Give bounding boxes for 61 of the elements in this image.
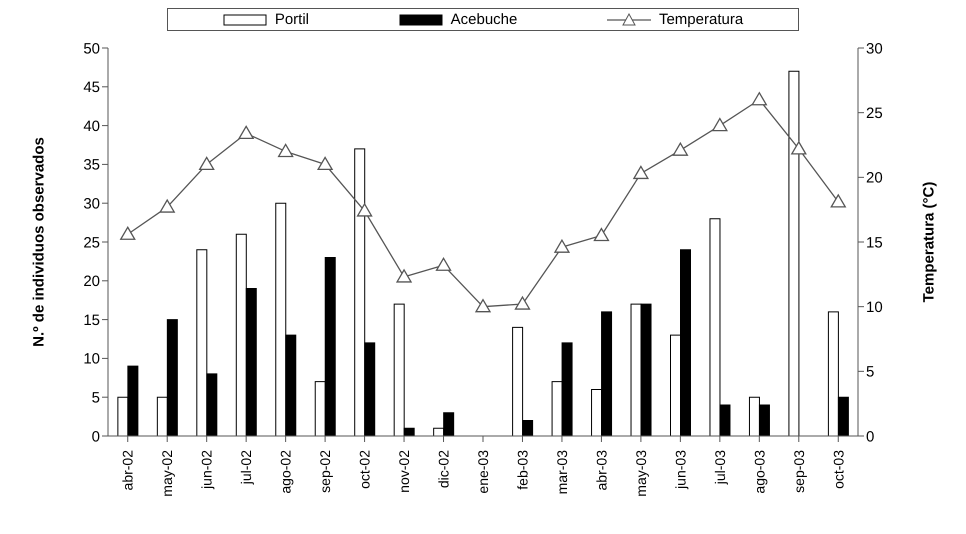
x-tick-label: abr-03 [593, 450, 610, 490]
x-tick-label: feb-03 [514, 450, 530, 490]
point [672, 142, 688, 156]
x-tick-label: ago-02 [278, 450, 294, 494]
point [238, 126, 254, 140]
point [712, 118, 728, 132]
y-tick-label: 20 [83, 273, 100, 290]
y-tick-label: 50 [83, 40, 100, 58]
y2-tick-label: 10 [866, 298, 883, 316]
point [633, 166, 649, 180]
point [554, 240, 570, 253]
y-tick-label: 5 [92, 390, 100, 407]
x-tick-label: mar-03 [554, 450, 570, 494]
legend-label: Acebuche [450, 11, 518, 28]
legend-label: Temperatura [658, 11, 744, 28]
point [830, 194, 846, 208]
x-tick-label: abr-02 [120, 450, 136, 490]
x-tick-label: may-02 [159, 450, 176, 497]
y-axis-title: N.º de individuos observados [30, 137, 48, 347]
point [120, 226, 136, 240]
x-tick-label: sep-03 [790, 450, 807, 493]
x-tick-label: jun-02 [198, 450, 215, 490]
y2-tick-label: 0 [866, 428, 874, 446]
x-tick-label: dic-02 [436, 450, 452, 488]
x-tick-label: jun-03 [672, 450, 688, 490]
y2-tick-label: 25 [866, 104, 883, 122]
x-tick-label: oct-02 [356, 450, 373, 489]
legend-label: Portil [274, 11, 309, 28]
point [514, 296, 530, 310]
y-tick-label: 30 [83, 196, 100, 213]
y-tick-label: 0 [92, 428, 100, 446]
point [317, 156, 333, 170]
point [396, 269, 412, 283]
y2-tick-label: 5 [866, 364, 874, 381]
point [436, 258, 452, 271]
y-tick-label: 45 [83, 79, 100, 96]
x-tick-label: nov-02 [396, 450, 412, 493]
y-tick-label: 15 [83, 312, 100, 329]
point [752, 92, 767, 106]
x-tick-label: ene-03 [475, 450, 491, 494]
y2-tick-label: 30 [866, 40, 883, 58]
x-tick-label: jul-03 [712, 450, 728, 486]
point [278, 144, 294, 158]
y-tick-label: 25 [83, 234, 100, 252]
x-tick-label: sep-02 [317, 450, 334, 493]
x-tick-label: ago-03 [751, 450, 768, 494]
point [199, 156, 214, 170]
point [594, 228, 610, 242]
point [160, 199, 175, 213]
y-tick-label: 10 [83, 350, 100, 368]
y2-tick-label: 20 [866, 170, 883, 187]
y-tick-label: 35 [83, 156, 100, 174]
point [475, 299, 491, 312]
y2-axis-title: Temperatura (°C) [920, 182, 938, 302]
x-tick-label: oct-03 [830, 450, 846, 489]
y-tick-label: 40 [83, 118, 100, 135]
y2-tick-label: 15 [866, 234, 883, 252]
x-tick-label: may-03 [632, 450, 649, 497]
x-tick-label: jul-02 [238, 450, 254, 486]
point [356, 203, 372, 217]
point [791, 141, 806, 155]
